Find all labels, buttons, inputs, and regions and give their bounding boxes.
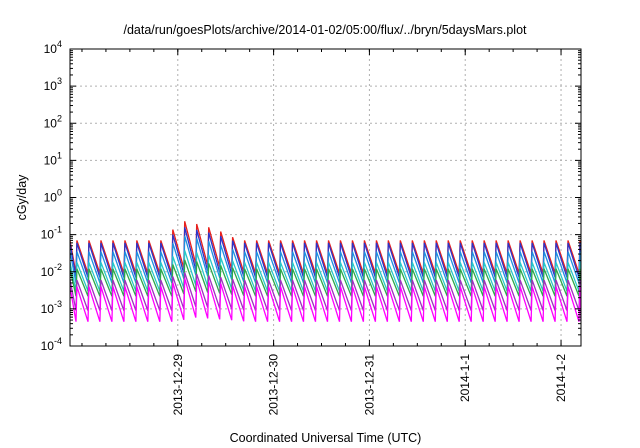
y-tick-label: 10-4 [41, 336, 62, 353]
y-tick-label: 102 [44, 113, 62, 130]
y-tick-label: 103 [44, 76, 62, 93]
y-tick-label: 10-2 [41, 262, 62, 279]
x-tick-label: 2014-1-1 [458, 354, 472, 402]
y-axis-label: cGy/day [15, 174, 29, 221]
grid [70, 49, 581, 346]
series-line-3 [70, 235, 581, 284]
x-tick-label: 2013-12-29 [171, 354, 185, 416]
ticks: 10-4 10-3 10-2 10-1 100 101 102 103 104 2013-12-2… [41, 39, 581, 415]
y-tick-label: 10-3 [41, 299, 62, 316]
series-line-6 [70, 272, 581, 311]
series-line-2 [70, 227, 581, 278]
y-tick-label: 104 [44, 39, 62, 56]
chart-title: /data/run/goesPlots/archive/2014-01-02/0… [123, 23, 527, 37]
y-tick-label: 10-1 [41, 225, 62, 242]
y-tick-label: 100 [44, 188, 62, 205]
x-tick-label: 2014-1-2 [554, 354, 568, 402]
series-line-7 [70, 278, 581, 322]
series-layer [70, 221, 581, 322]
series-line-5 [70, 259, 581, 297]
x-tick-label: 2013-12-31 [362, 354, 376, 416]
series-line-1 [70, 221, 581, 274]
x-axis-label: Coordinated Universal Time (UTC) [230, 431, 422, 445]
y-tick-label: 101 [44, 150, 62, 167]
x-tick-label: 2013-12-30 [267, 354, 281, 416]
series-line-4 [70, 250, 581, 292]
